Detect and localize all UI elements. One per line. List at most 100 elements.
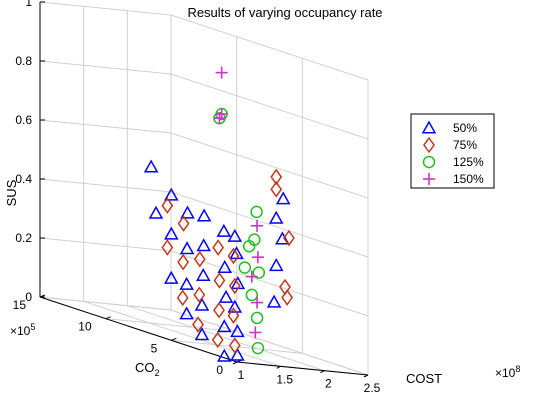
marker-diamond-1-7	[212, 239, 225, 256]
marker-triangle-0-13	[195, 267, 211, 282]
marker-diamond-1-17	[282, 229, 295, 247]
marker-plus-3-6	[215, 66, 228, 79]
marker-diamond-1-5	[213, 301, 225, 319]
marker-diamond-1-18	[279, 278, 291, 296]
x-tick-label: 1	[238, 368, 245, 382]
marker-circle-2-9	[238, 261, 252, 274]
z-tick-label: 1	[25, 0, 32, 9]
marker-plus-3-2	[251, 251, 264, 264]
y-multiplier: ×105	[10, 322, 35, 338]
y-tick-mark	[171, 337, 177, 341]
grid-line-side-z	[170, 191, 369, 258]
z-axis-label: SUS	[4, 179, 19, 206]
marker-diamond-1-11	[176, 289, 189, 307]
marker-diamond-1-4	[211, 331, 224, 349]
marker-circle-2-8	[242, 240, 256, 253]
grid-line-side-z	[170, 132, 369, 199]
marker-triangle-0-15	[196, 208, 212, 222]
x-tick-mark	[363, 374, 369, 378]
marker-triangle-0-6	[217, 348, 232, 362]
x-tick-label: 2.5	[364, 381, 381, 395]
y-axis-label-main: CO	[135, 360, 155, 375]
y-tick-label: 5	[151, 341, 158, 355]
marker-triangle-0-27	[266, 294, 282, 308]
chart-title: Results of varying occupancy rate	[187, 5, 382, 20]
marker-diamond-1-16	[281, 289, 294, 306]
y-tick-label: 15	[13, 298, 27, 312]
grid-line-back-z	[39, 1, 172, 16]
marker-circle-2-4	[245, 288, 259, 302]
marker-triangle-0-20	[164, 270, 179, 284]
x-tick-mark	[320, 370, 325, 374]
marker-triangle-0-2	[227, 299, 243, 313]
marker-plus-3-1	[251, 296, 264, 309]
marker-diamond-1-6	[213, 272, 226, 289]
data-markers	[143, 66, 295, 362]
marker-triangle-0-8	[218, 289, 234, 303]
x-tick-mark	[276, 365, 281, 369]
x-axis-label: COST	[406, 371, 442, 386]
marker-triangle-0-11	[194, 327, 210, 341]
marker-triangle-0-9	[217, 259, 232, 273]
marker-triangle-0-7	[217, 319, 232, 333]
x-tick-label: 2	[325, 377, 332, 391]
grid-line-back-z	[39, 237, 172, 252]
grid-line-floor-y	[171, 339, 303, 354]
z-tick-label: 0.6	[15, 113, 32, 127]
legend-box	[410, 113, 495, 189]
marker-diamond-1-14	[161, 239, 174, 256]
y-multiplier-exponent: 5	[30, 322, 35, 332]
y-multiplier-base: ×10	[10, 324, 31, 338]
legend-label-2: 125%	[453, 155, 484, 169]
x-tick-mark	[232, 361, 238, 365]
legend-marker-1	[423, 136, 435, 154]
marker-triangle-0-12	[194, 297, 210, 311]
marker-triangle-0-24	[143, 159, 159, 173]
grid-line-floor-y	[39, 296, 172, 311]
marker-diamond-1-19	[270, 168, 283, 186]
marker-circle-2-1	[250, 311, 264, 325]
grid-line-floor-x	[83, 300, 281, 367]
x-axis-line	[236, 361, 369, 376]
legend-label-3: 150%	[453, 172, 484, 186]
legend-label-0: 50%	[453, 121, 477, 135]
marker-diamond-1-9	[193, 286, 206, 304]
marker-plus-3-3	[251, 219, 264, 232]
grid-line-side-z	[170, 14, 369, 81]
marker-triangle-0-23	[148, 205, 164, 219]
marker-triangle-0-10	[216, 223, 232, 237]
marker-diamond-1-10	[193, 250, 206, 268]
legend-marker-2	[422, 155, 436, 169]
marker-plus-3-0	[249, 326, 262, 339]
grid-line-back-z	[39, 178, 172, 193]
marker-diamond-1-2	[228, 277, 241, 295]
x-tick-label: 1.5	[276, 372, 293, 386]
y-tick-mark	[105, 316, 111, 320]
marker-triangle-0-28	[275, 191, 291, 205]
marker-circle-2-2	[252, 266, 266, 279]
marker-triangle-0-17	[179, 276, 194, 290]
y-axis-label: CO2	[135, 360, 160, 378]
grid-line-back-z	[39, 119, 172, 134]
marker-triangle-0-16	[179, 306, 194, 320]
legend-marker-0	[421, 120, 437, 134]
legend-marker-3	[423, 173, 435, 185]
z-tick-label: 0	[25, 290, 32, 304]
marker-diamond-1-1	[227, 307, 240, 324]
marker-plus-3-7	[245, 270, 258, 283]
marker-triangle-0-19	[180, 205, 195, 219]
y-axis-label-subscript: 2	[155, 368, 160, 378]
z-tick-label: 0.4	[15, 172, 32, 186]
marker-circle-2-0	[251, 341, 265, 355]
y-tick-label: 0	[216, 363, 223, 377]
legend-label-1: 75%	[453, 138, 477, 152]
x-multiplier-base: ×10	[495, 366, 516, 380]
grid-line-floor-x	[127, 305, 325, 372]
marker-triangle-0-18	[179, 241, 195, 255]
marker-triangle-0-0	[230, 347, 245, 361]
marker-diamond-1-12	[177, 253, 190, 271]
marker-diamond-1-15	[161, 197, 174, 214]
grid-line-side-z	[170, 250, 369, 317]
z-tick-label: 0.2	[15, 231, 32, 245]
